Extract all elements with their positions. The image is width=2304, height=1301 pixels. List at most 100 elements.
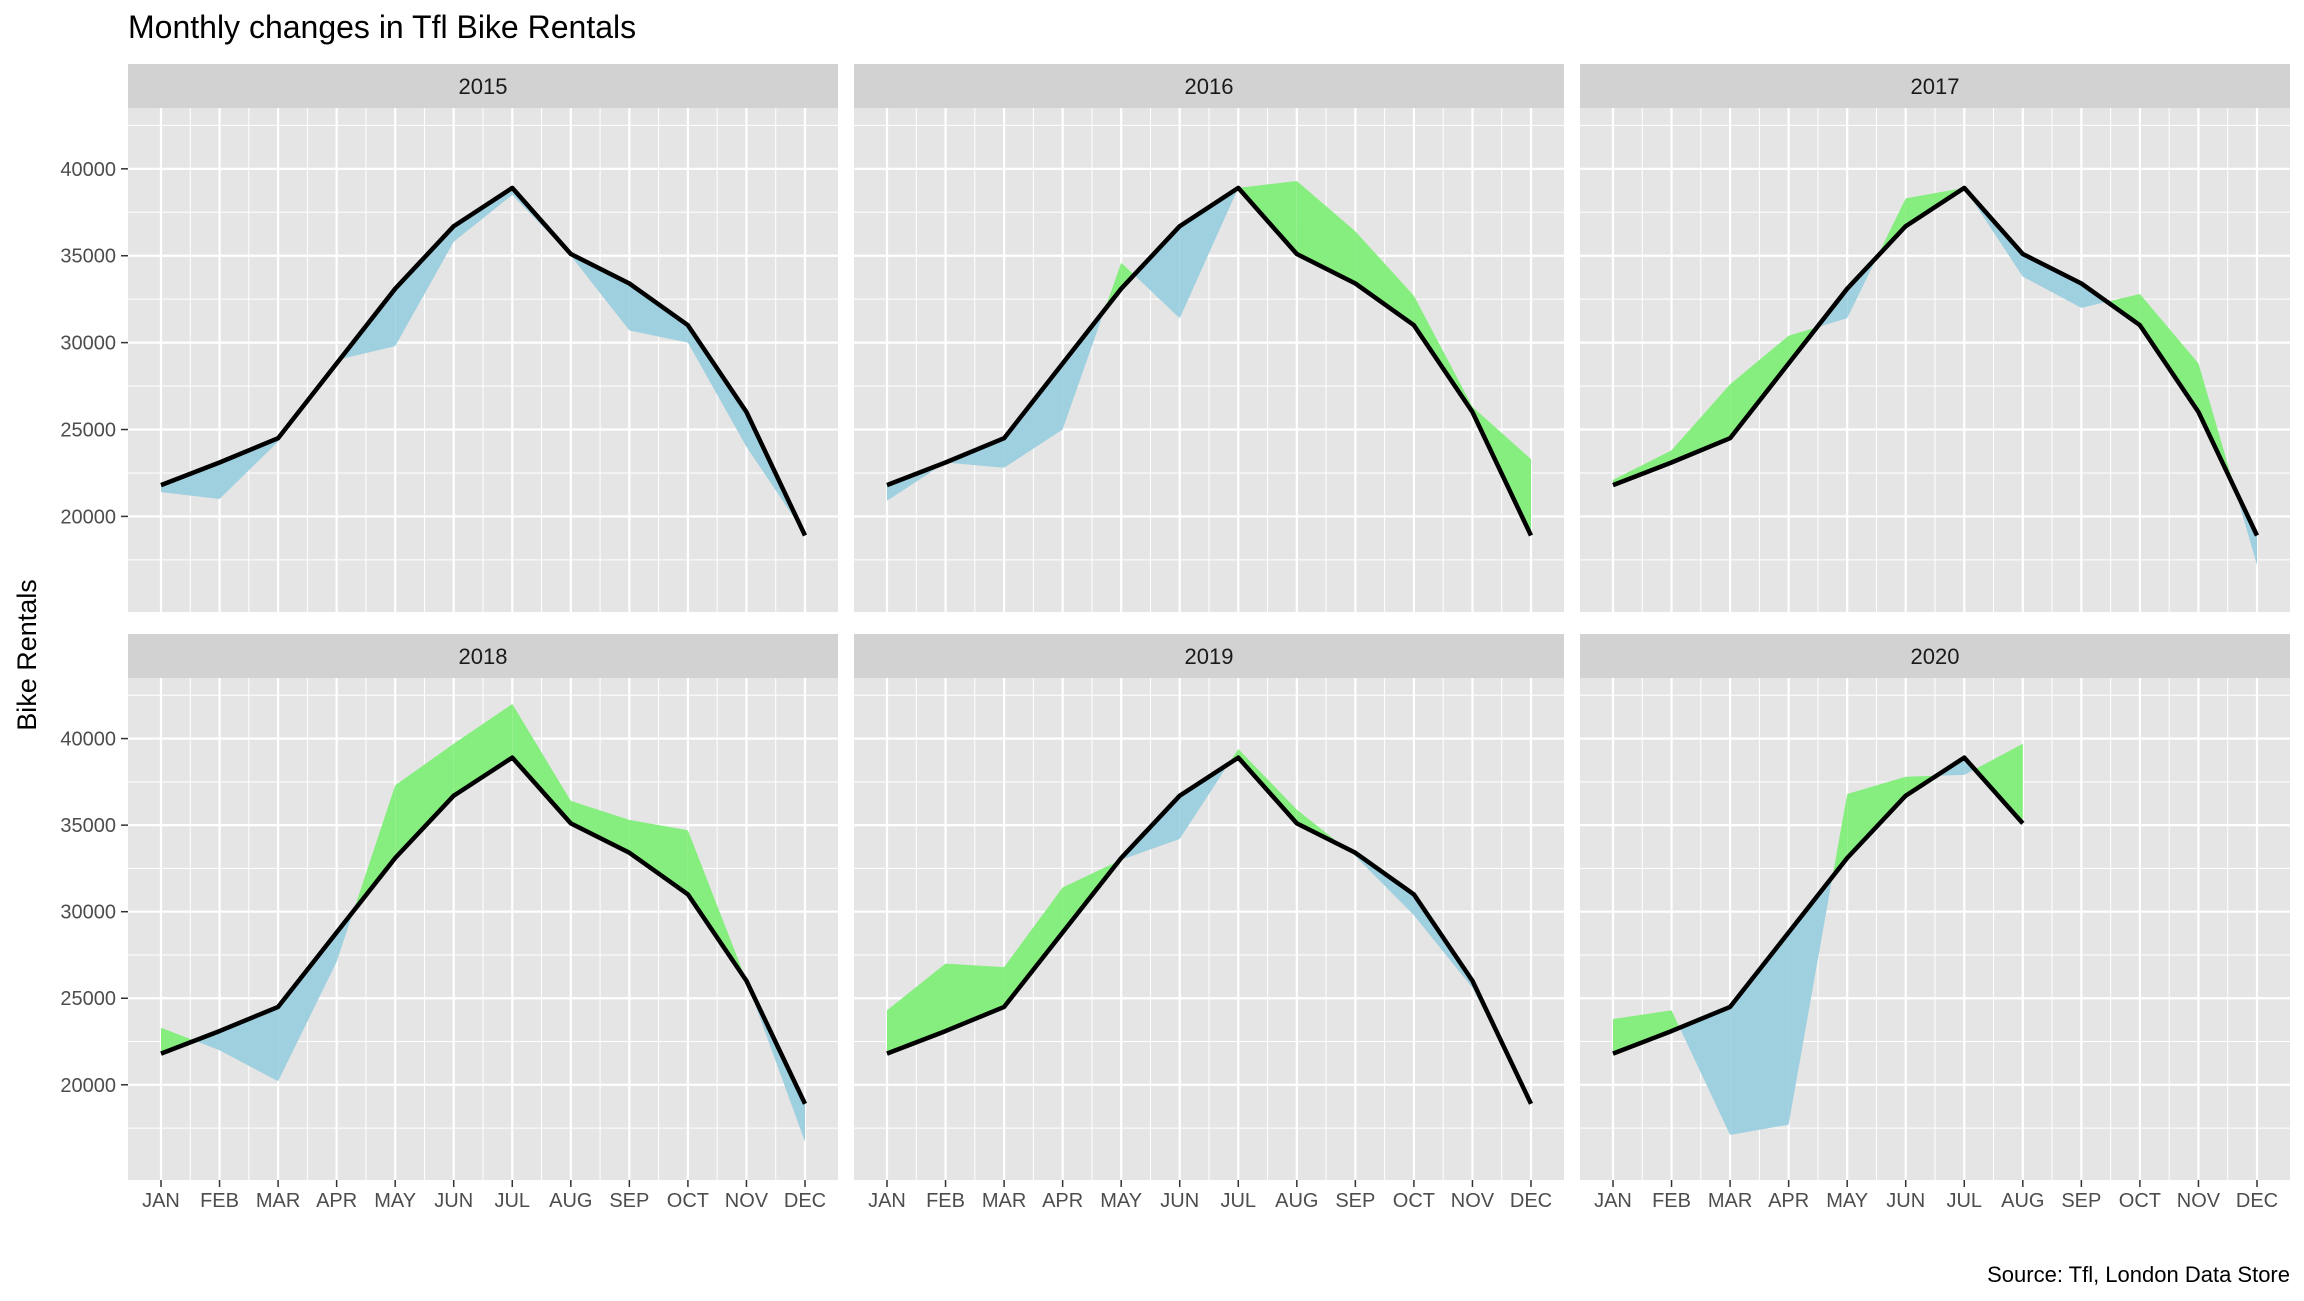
ribbon-above-expected [512, 704, 571, 824]
y-tick-label: 25000 [60, 420, 116, 442]
chart-caption: Source: Tfl, London Data Store [1987, 1262, 2290, 1287]
facet-strip-label: 2016 [1185, 74, 1234, 99]
x-tick-label: FEB [926, 1190, 965, 1212]
y-tick-label: 30000 [60, 902, 116, 924]
expected-line [160, 185, 808, 537]
ribbon-below-expected [1847, 256, 1878, 319]
facet-strip-label: 2017 [1911, 74, 1960, 99]
x-tick-label: MAR [1708, 1190, 1752, 1212]
y-tick-label: 25000 [60, 988, 116, 1010]
x-tick-label: APR [1768, 1190, 1809, 1212]
facet-strip-bg [854, 64, 1564, 108]
x-tick-label: FEB [200, 1190, 239, 1212]
ribbon-below-expected [1179, 187, 1239, 319]
ribbon-above-expected [887, 963, 946, 1054]
y-tick-label: 35000 [60, 246, 116, 268]
x-tick-label: MAY [1100, 1190, 1142, 1212]
ribbon-below-expected [219, 438, 279, 499]
x-tick-label: SEP [1335, 1190, 1375, 1212]
ribbon-above-expected [687, 830, 747, 981]
x-tick-label: JUN [434, 1190, 473, 1212]
ribbon-below-expected [161, 462, 220, 499]
y-tick-label: 35000 [60, 815, 116, 837]
y-tick-label: 40000 [60, 159, 116, 181]
x-tick-label: APR [316, 1190, 357, 1212]
y-axis-label: Bike Rentals [12, 579, 42, 731]
ribbon-below-expected [1730, 932, 1789, 1135]
facet-strip-bg [854, 634, 1564, 678]
facet-panel-2018: 2018 20000 25000 30000 35000 40000 JAN FEB MAR AP… [60, 634, 838, 1212]
ribbon-below-expected [2234, 488, 2257, 566]
x-tick-label: NOV [1451, 1190, 1495, 1212]
ribbon-above-expected [1228, 749, 1239, 764]
expected-line [1612, 185, 2260, 537]
ribbon-below-expected [1004, 363, 1063, 468]
ribbon-below-expected [887, 462, 946, 501]
ribbon-above-expected [2139, 294, 2199, 413]
x-tick-label: DEC [784, 1190, 826, 1212]
ribbon-above-expected [1613, 450, 1672, 486]
x-tick-label: NOV [725, 1190, 769, 1212]
x-tick-label: MAR [256, 1190, 300, 1212]
x-tick-label: JUL [1946, 1190, 1982, 1212]
ribbon-below-expected [687, 325, 747, 447]
ribbon-above-expected [1974, 743, 2023, 824]
ribbon-above-expected [1004, 887, 1063, 1007]
ribbon-above-expected [1104, 262, 1122, 310]
ribbon-below-expected [1964, 187, 2023, 277]
facet-strip-label: 2015 [459, 74, 508, 99]
facet-panel-2019: 2019 JAN FEB MAR APR MAY JUN JUL AUG SEP OCT NOV DEC [854, 634, 1564, 1212]
ribbon-above-expected [1730, 335, 1789, 439]
x-tick-label: JAN [1594, 1190, 1632, 1212]
facets: 2015 20000 25000 30000 35000 40000 2016 2017 201… [60, 64, 2290, 1212]
ribbon-below-expected [1679, 1006, 1731, 1135]
ribbon-above-expected [395, 743, 454, 858]
ribbon-below-expected [629, 283, 688, 343]
x-tick-label: DEC [2236, 1190, 2278, 1212]
ribbon-above-expected [1613, 1010, 1672, 1054]
ribbon-above-expected [1296, 809, 1344, 847]
x-tick-label: JUN [1886, 1190, 1925, 1212]
ribbon-below-expected [746, 980, 805, 1142]
facet-strip-bg [1580, 64, 2290, 108]
ribbon-above-expected [1355, 231, 1414, 326]
x-tick-label: MAR [982, 1190, 1026, 1212]
expected-line [886, 755, 1534, 1105]
ribbon-below-expected [1179, 764, 1229, 839]
ribbon-below-expected [395, 226, 454, 347]
ribbon-below-expected [2022, 254, 2082, 308]
expected-line [160, 755, 808, 1105]
x-tick-label: AUG [2001, 1190, 2044, 1212]
facet-panel-2017: 2017 [1580, 64, 2290, 612]
ribbon-above-expected [453, 704, 513, 796]
ribbon-above-expected [1413, 295, 1473, 413]
x-tick-label: OCT [2119, 1190, 2161, 1212]
ribbon-above-expected [353, 785, 396, 911]
expected-line [886, 185, 1534, 537]
x-tick-label: SEP [609, 1190, 649, 1212]
ribbon-below-expected [453, 187, 513, 242]
ribbon-below-expected [570, 254, 630, 331]
x-tick-label: APR [1042, 1190, 1083, 1212]
y-tick-label: 40000 [60, 729, 116, 751]
x-tick-label: AUG [1275, 1190, 1318, 1212]
ribbon-below-expected [1355, 852, 1414, 916]
x-tick-label: JUN [1160, 1190, 1199, 1212]
x-tick-label: JUL [494, 1190, 530, 1212]
y-tick-label: 30000 [60, 333, 116, 355]
expected-line [1612, 755, 2025, 1056]
ribbon-above-expected [161, 1027, 195, 1054]
ribbon-above-expected [629, 819, 688, 895]
facet-panel-2016: 2016 [854, 64, 1564, 612]
x-tick-label: DEC [1510, 1190, 1552, 1212]
x-tick-label: OCT [1393, 1190, 1435, 1212]
ribbon-above-expected [1832, 794, 1848, 877]
ribbon-above-expected [1671, 1010, 1680, 1032]
x-tick-label: MAY [374, 1190, 416, 1212]
x-tick-label: JUL [1220, 1190, 1256, 1212]
facet-strip-label: 2019 [1185, 644, 1234, 669]
x-tick-label: NOV [2177, 1190, 2221, 1212]
x-tick-label: AUG [549, 1190, 592, 1212]
